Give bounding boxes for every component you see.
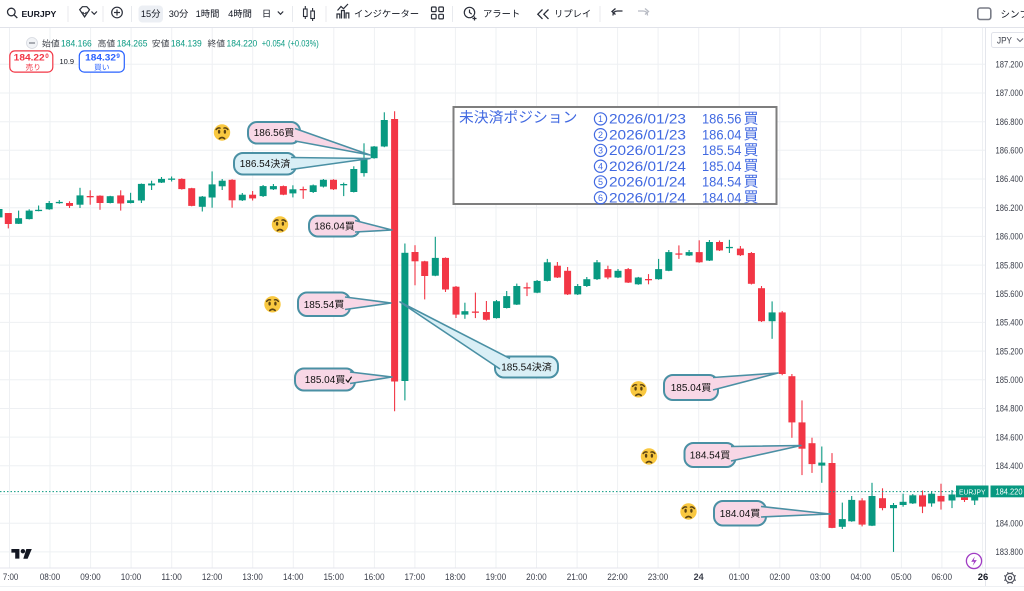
svg-text:185.54: 185.54 [702, 143, 742, 159]
svg-text:186.54: 186.54 [240, 159, 271, 170]
svg-text:184.600: 184.600 [996, 432, 1024, 442]
svg-text:186.200: 186.200 [996, 203, 1024, 213]
svg-text:EURJPY: EURJPY [22, 9, 57, 19]
svg-text:9: 9 [116, 53, 120, 60]
svg-text:02:00: 02:00 [769, 572, 790, 582]
svg-text:186.56: 186.56 [702, 112, 742, 128]
svg-text:05:00: 05:00 [891, 572, 912, 582]
svg-text:0: 0 [45, 53, 49, 60]
svg-text:184.400: 184.400 [996, 461, 1024, 471]
svg-text:183.800: 183.800 [996, 547, 1024, 557]
svg-text:184.32: 184.32 [85, 53, 116, 64]
svg-text:04:00: 04:00 [850, 572, 871, 582]
svg-text:2026/01/24: 2026/01/24 [609, 190, 686, 206]
svg-text:187.200: 187.200 [996, 60, 1024, 70]
svg-text:10.9: 10.9 [60, 57, 75, 66]
svg-text:19:00: 19:00 [486, 572, 507, 582]
svg-text:185.600: 185.600 [996, 289, 1024, 299]
svg-text:187.000: 187.000 [996, 88, 1024, 98]
svg-text:185.800: 185.800 [996, 260, 1024, 270]
svg-text:184.139: 184.139 [171, 39, 202, 49]
svg-text:06:00: 06:00 [932, 572, 953, 582]
svg-text:185.400: 185.400 [996, 318, 1024, 328]
svg-text:2: 2 [598, 130, 603, 140]
svg-text:26: 26 [978, 572, 989, 582]
svg-text:2026/01/23: 2026/01/23 [609, 143, 686, 159]
svg-text:14:00: 14:00 [283, 572, 304, 582]
svg-text:184.800: 184.800 [996, 404, 1024, 414]
svg-text:21:00: 21:00 [567, 572, 588, 582]
svg-text:7:00: 7:00 [3, 572, 19, 582]
svg-text:185.04: 185.04 [671, 383, 702, 394]
svg-text:17:00: 17:00 [405, 572, 426, 582]
svg-text:11:00: 11:00 [161, 572, 182, 582]
svg-text:184.265: 184.265 [117, 39, 148, 49]
svg-text:186.400: 186.400 [996, 174, 1024, 184]
svg-text:2026/01/23: 2026/01/23 [609, 127, 686, 143]
svg-text:184.166: 184.166 [61, 39, 92, 49]
svg-text:4: 4 [598, 161, 603, 171]
svg-text:+0.054: +0.054 [262, 39, 285, 49]
svg-text:186.04: 186.04 [702, 127, 742, 143]
svg-text:185.04: 185.04 [305, 375, 336, 386]
svg-text:20:00: 20:00 [526, 572, 547, 582]
svg-text:1: 1 [196, 9, 201, 19]
svg-text:184.22: 184.22 [14, 53, 45, 64]
svg-text:10:00: 10:00 [121, 572, 142, 582]
svg-text:5: 5 [598, 177, 603, 187]
svg-text:18:00: 18:00 [445, 572, 466, 582]
svg-text:184.54: 184.54 [690, 451, 721, 462]
svg-text:JPY: JPY [997, 36, 1012, 46]
svg-text:24: 24 [694, 572, 704, 582]
svg-text:185.000: 185.000 [996, 375, 1024, 385]
svg-text:184.220: 184.220 [227, 39, 258, 49]
svg-text:184.000: 184.000 [996, 518, 1024, 528]
svg-text:184.54: 184.54 [702, 175, 742, 191]
svg-text:185.54: 185.54 [501, 363, 532, 374]
svg-text:08:00: 08:00 [40, 572, 61, 582]
svg-text:12:00: 12:00 [202, 572, 223, 582]
svg-text:185.200: 185.200 [996, 346, 1024, 356]
svg-text:185.04: 185.04 [702, 159, 742, 175]
svg-text:09:00: 09:00 [80, 572, 101, 582]
svg-text:4: 4 [228, 9, 233, 19]
svg-text:186.000: 186.000 [996, 232, 1024, 242]
svg-text:EURJPY: EURJPY [959, 487, 986, 496]
svg-text:16:00: 16:00 [364, 572, 385, 582]
svg-text:30: 30 [169, 9, 179, 19]
svg-text:186.800: 186.800 [996, 117, 1024, 127]
svg-text:186.56: 186.56 [254, 128, 285, 139]
svg-text:22:00: 22:00 [607, 572, 628, 582]
svg-text:184.04: 184.04 [702, 190, 742, 206]
svg-text:23:00: 23:00 [648, 572, 669, 582]
svg-text:3: 3 [598, 146, 603, 156]
svg-text:(+0.03%): (+0.03%) [288, 39, 319, 49]
svg-text:01:00: 01:00 [729, 572, 750, 582]
svg-text:2026/01/24: 2026/01/24 [609, 175, 686, 191]
svg-text:185.54: 185.54 [304, 300, 335, 311]
svg-text:15:00: 15:00 [323, 572, 344, 582]
svg-text:15: 15 [141, 9, 151, 19]
svg-text:2026/01/23: 2026/01/23 [609, 112, 686, 128]
svg-text:03:00: 03:00 [810, 572, 831, 582]
svg-text:184.220: 184.220 [996, 487, 1023, 497]
svg-text:186.600: 186.600 [996, 146, 1024, 156]
svg-text:6: 6 [598, 193, 603, 203]
svg-text:13:00: 13:00 [242, 572, 263, 582]
svg-text:1: 1 [598, 114, 603, 124]
svg-text:186.04: 186.04 [314, 222, 345, 233]
svg-text:2026/01/24: 2026/01/24 [609, 159, 686, 175]
svg-text:184.04: 184.04 [720, 509, 751, 520]
